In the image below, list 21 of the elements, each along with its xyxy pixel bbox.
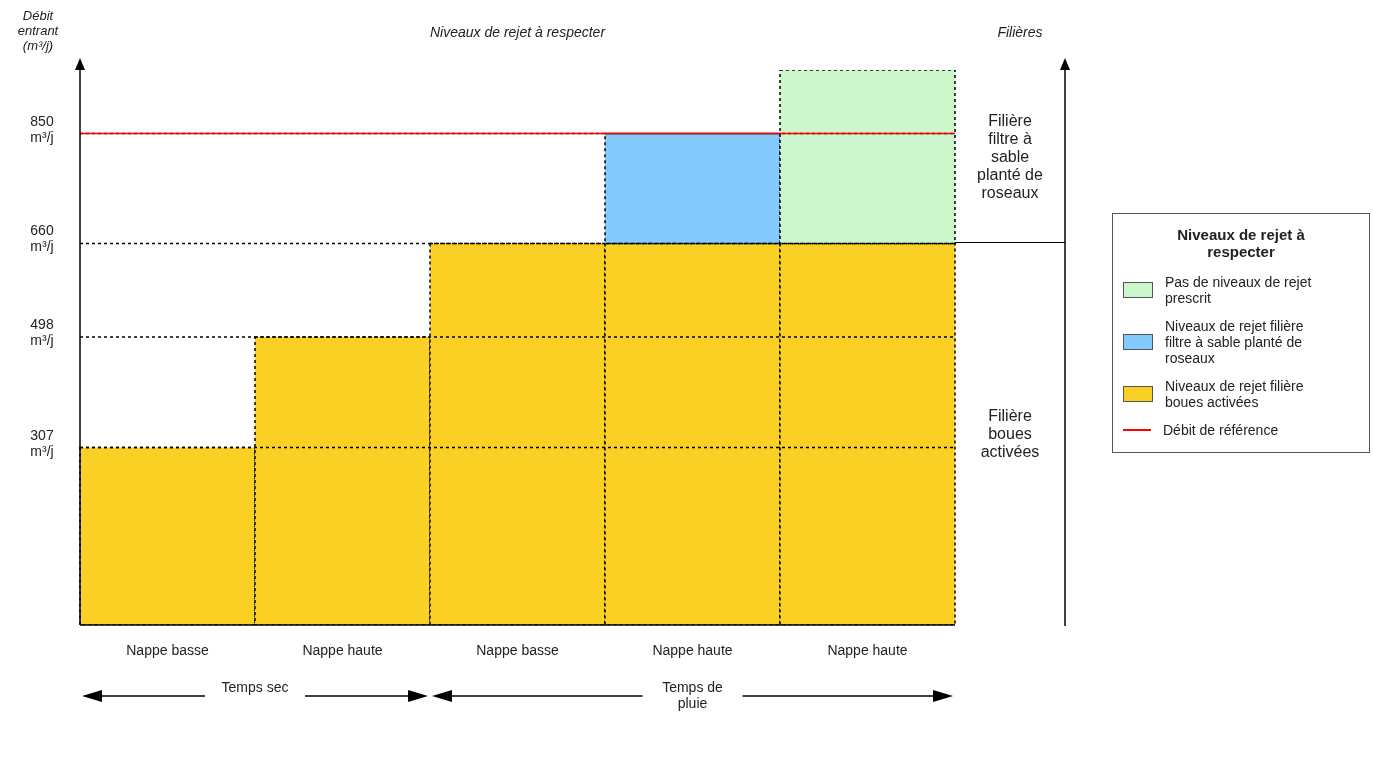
legend-label: Niveaux de rejet filière filtre à sable planté de roseaux <box>1165 318 1305 366</box>
x-tick-label: Nappe haute <box>652 641 733 658</box>
x-tick-label: Nappe basse <box>476 641 559 658</box>
chart-title: Niveaux de rejet à respecter <box>428 24 607 40</box>
y-tick-label: 498 m³/j <box>30 316 54 349</box>
text: Niveaux de rejet filière boues activées <box>1165 378 1305 410</box>
y-tick-label: 660 m³/j <box>30 222 54 255</box>
y-axis-title: Débit entrant (m³/j) <box>16 8 60 53</box>
y-tick-label: 850 m³/j <box>30 112 54 145</box>
x-tick-label: Nappe haute <box>302 641 383 658</box>
legend-label: Pas de niveaux de rejet prescrit <box>1165 274 1313 306</box>
y-tick-label: 307 m³/j <box>30 426 54 459</box>
text: Filière boues activées <box>979 406 1041 463</box>
legend-title: Niveaux de rejet à respecter <box>1176 226 1306 260</box>
x-tick-label: Nappe haute <box>827 641 908 658</box>
text: Filières <box>996 24 1044 40</box>
text: Temps sec <box>220 679 290 695</box>
legend-label: Débit de référence <box>1163 422 1279 438</box>
text: Temps de pluie <box>661 679 724 711</box>
text: Filière filtre à sable planté de roseaux <box>976 110 1044 203</box>
x-tick-label: Nappe basse <box>126 641 209 658</box>
